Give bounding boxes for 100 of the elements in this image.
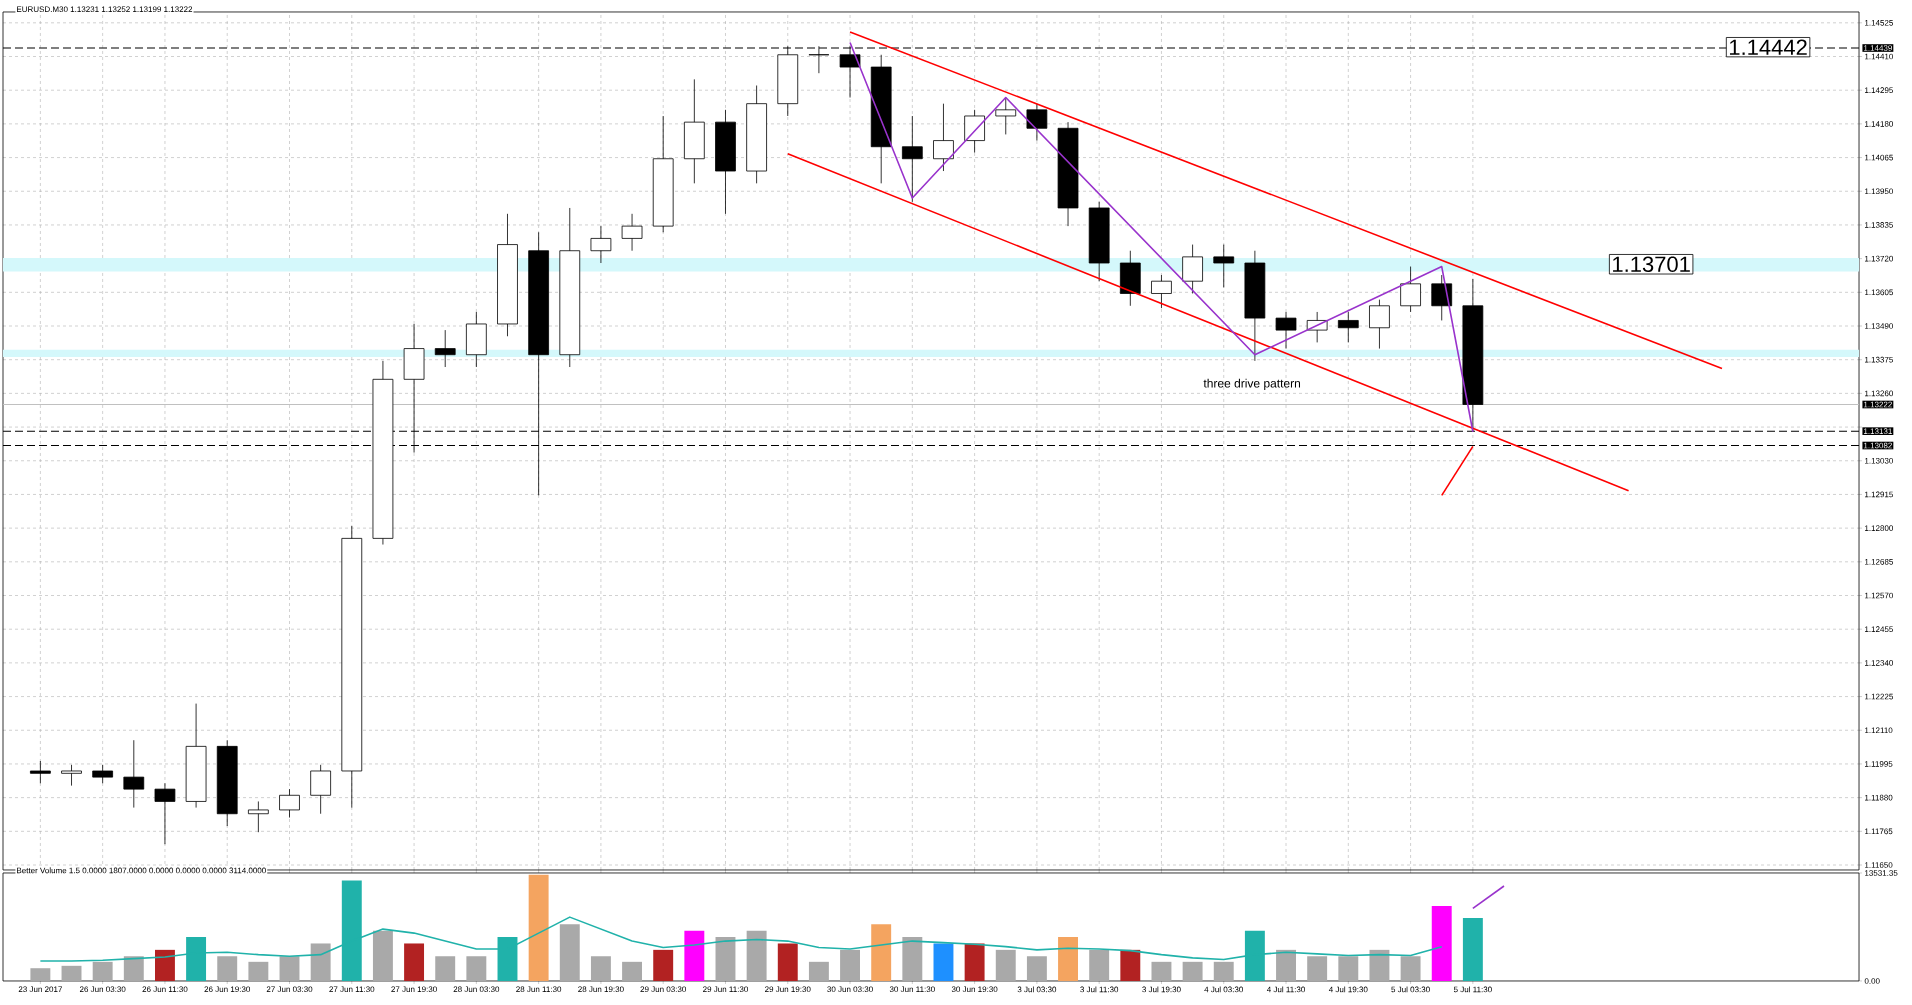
- bar: [746, 930, 767, 981]
- candlestick: [1369, 299, 1390, 349]
- bar: [1213, 961, 1234, 981]
- bar: [372, 930, 393, 981]
- y-tick-label: 1.12800: [1865, 525, 1894, 531]
- bar: [1089, 949, 1110, 981]
- ref-line-label: 1.13082: [1864, 442, 1892, 449]
- bar: [310, 943, 331, 981]
- candlestick: [30, 760, 51, 784]
- x-tick-label: 26 Jun 03:30: [79, 986, 126, 993]
- bar: [808, 961, 829, 981]
- bar: [92, 961, 113, 981]
- candlestick: [901, 115, 923, 203]
- bar: [123, 956, 144, 981]
- bar: [1431, 905, 1452, 981]
- bar: [217, 956, 238, 981]
- x-tick-label: 3 Jul 03:30: [1017, 986, 1057, 993]
- y-tick-label: 1.13950: [1865, 188, 1894, 195]
- bar: [154, 949, 175, 981]
- y-tick-label: 1.14295: [1865, 87, 1893, 94]
- x-tick-label: 4 Jul 19:30: [1328, 986, 1368, 993]
- y-tick-label: 1.14525: [1865, 19, 1893, 26]
- candlestick: [248, 801, 269, 833]
- x-tick-label: 28 Jun 19:30: [578, 986, 624, 993]
- x-tick-label: 30 Jun 11:30: [889, 986, 935, 993]
- ref-line-label: 1.13222: [1864, 401, 1892, 408]
- x-tick-label: 29 Jun 03:30: [640, 986, 687, 993]
- ref-line-label: 1.13131: [1864, 428, 1892, 434]
- x-tick-label: 27 Jun 19:30: [391, 986, 437, 993]
- y-tick-label: 1.12110: [1865, 727, 1893, 734]
- bar: [61, 965, 82, 981]
- bar: [559, 924, 580, 981]
- x-tick-label: 23 Jun 2017: [18, 986, 62, 993]
- candlestick: [61, 764, 82, 787]
- candlestick: [434, 329, 456, 368]
- bar: [466, 956, 487, 981]
- bar: [1400, 956, 1421, 981]
- bar: [1338, 956, 1359, 981]
- bar: [622, 961, 643, 981]
- y-tick-label: 1.14180: [1865, 121, 1894, 127]
- y-tick-label: 1.13375: [1865, 356, 1893, 363]
- bar: [933, 943, 954, 981]
- candlestick: [1151, 274, 1172, 309]
- chart-title: Better Volume 1.5 0.0000 1807.0000 0.0000 0.0000 0.0000 3114.0000: [17, 867, 266, 874]
- x-tick-label: 5 Jul 03:30: [1391, 986, 1430, 993]
- bar: [1058, 937, 1078, 981]
- bar: [871, 924, 892, 981]
- line-series: [849, 41, 1474, 433]
- candlestick: [123, 739, 145, 808]
- bar: [777, 943, 798, 981]
- x-tick-label: 29 Jun 11:30: [703, 986, 748, 993]
- bar: [248, 961, 269, 981]
- bar: [1307, 956, 1328, 981]
- bar: [1151, 961, 1172, 981]
- x-tick-label: 4 Jul 11:30: [1266, 986, 1305, 993]
- candlestick: [1337, 311, 1359, 343]
- bar: [30, 968, 51, 981]
- bar: [1276, 949, 1296, 981]
- ref-line-label: 1.14439: [1864, 45, 1892, 51]
- y-tick-label: 1.12340: [1865, 660, 1894, 666]
- x-tick-label: 26 Jun 11:30: [142, 986, 188, 993]
- bar: [964, 943, 985, 981]
- bar: [1120, 949, 1141, 981]
- y-tick-label: 1.13490: [1865, 323, 1894, 329]
- y-tick-label: 1.14410: [1865, 53, 1894, 60]
- y-tick-label: 1.11880: [1865, 794, 1893, 801]
- x-tick-label: 28 Jun 11:30: [516, 986, 562, 993]
- bar: [840, 949, 861, 981]
- candlestick: [995, 97, 1017, 135]
- x-tick-label: 27 Jun 11:30: [329, 986, 375, 993]
- bar: [279, 956, 300, 981]
- x-tick-label: 3 Jul 19:30: [1142, 986, 1181, 993]
- candlestick: [92, 764, 114, 784]
- bar: [1182, 961, 1203, 981]
- candlestick: [1026, 103, 1048, 141]
- bar: [1369, 949, 1390, 981]
- candlestick: [590, 225, 612, 264]
- candlestick: [1275, 311, 1297, 349]
- annotation: three drive pattern: [1203, 378, 1301, 390]
- bar: [435, 956, 456, 981]
- chart-title: EURUSD.M30 1.13231 1.13252 1.13199 1.13222: [17, 6, 193, 13]
- x-tick-label: 30 Jun 19:30: [951, 986, 998, 993]
- y-tick-label: 1.11650: [1865, 862, 1893, 868]
- candlestick: [621, 213, 643, 252]
- y-tick-label: 1.12685: [1865, 558, 1893, 565]
- candlestick: [154, 782, 176, 845]
- annotation: 1.13701: [1613, 256, 1690, 273]
- candlestick: [1400, 266, 1421, 313]
- x-tick-label: 28 Jun 03:30: [453, 986, 500, 993]
- y-tick-label: 1.12455: [1865, 626, 1893, 633]
- x-tick-label: 27 Jun 03:30: [266, 986, 313, 993]
- bar: [995, 949, 1016, 981]
- y-tick-label: 1.13030: [1865, 457, 1894, 464]
- y-tick-label: 1.12915: [1865, 491, 1893, 498]
- y-tick-label: 1.12570: [1865, 592, 1894, 599]
- candlestick: [279, 788, 300, 818]
- candlestick: [1213, 244, 1235, 288]
- bar: [528, 874, 549, 981]
- candlestick: [1431, 274, 1453, 321]
- y-tick-label: 1.14065: [1865, 154, 1893, 161]
